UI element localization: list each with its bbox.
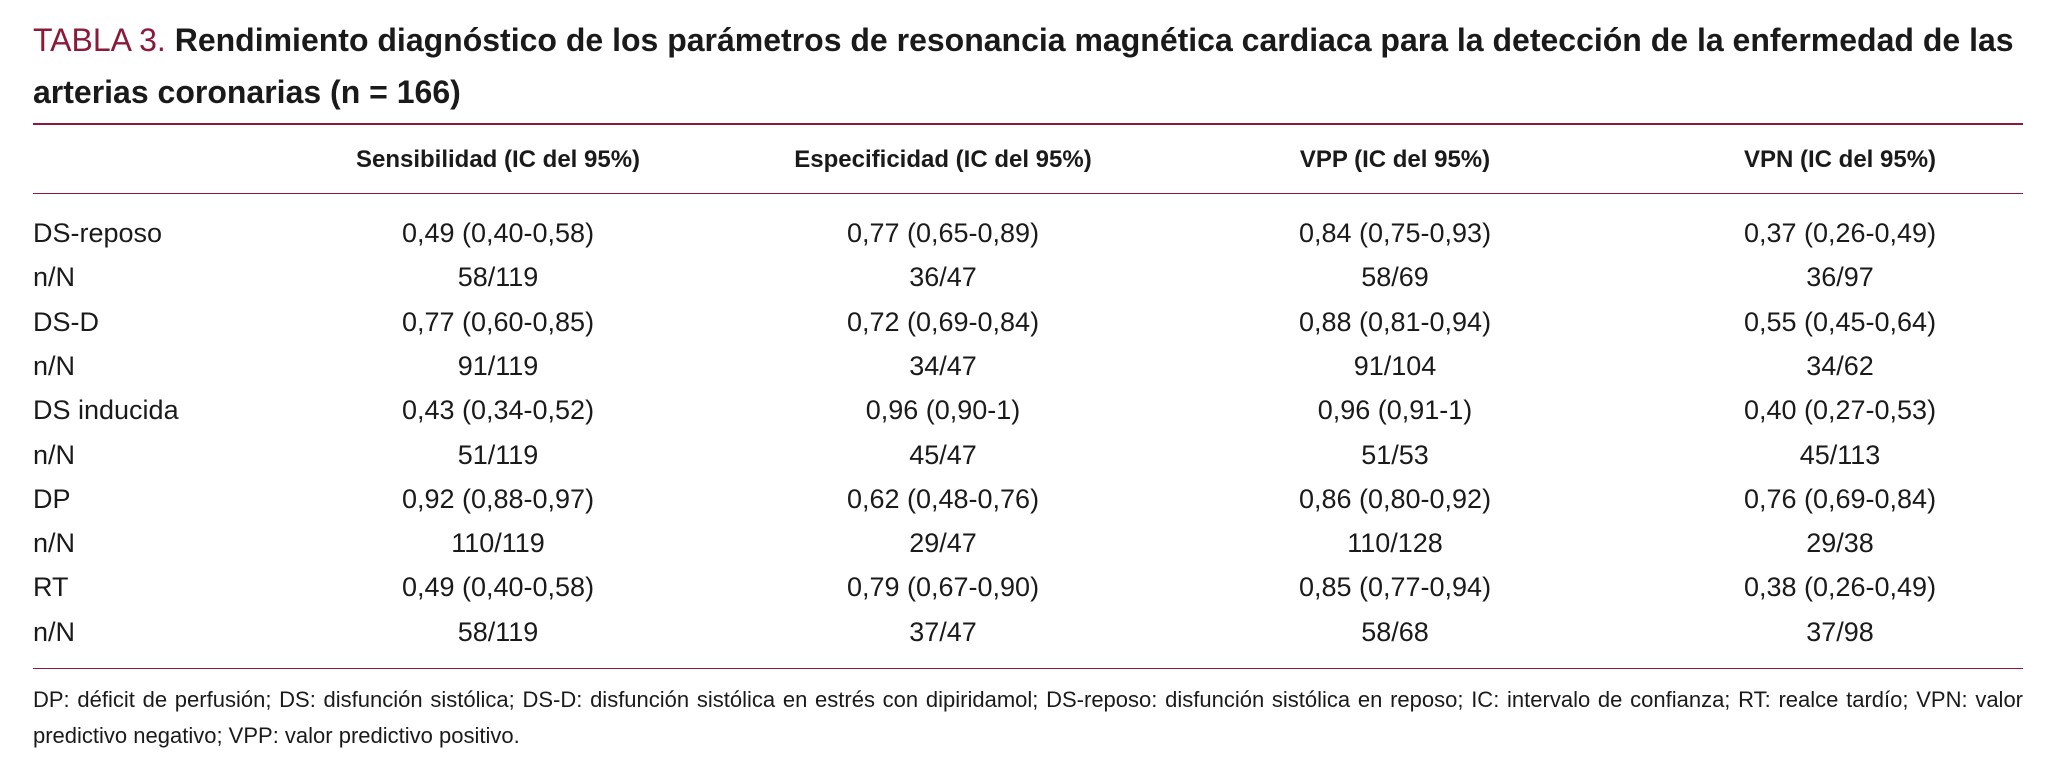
table-cell: 110/128 bbox=[1347, 528, 1443, 559]
table-cell: 58/69 bbox=[1361, 262, 1429, 293]
title-label: TABLA 3. bbox=[33, 22, 166, 58]
table-cell: 58/119 bbox=[457, 262, 539, 293]
table-cell: 110/119 bbox=[451, 528, 545, 559]
table-cell: 51/53 bbox=[1361, 439, 1429, 470]
table-cell: 0,77 (0,60-0,85) bbox=[401, 306, 595, 337]
table-cell: 0,88 (0,81-0,94) bbox=[1298, 306, 1492, 337]
table-cell: 0,86 (0,80-0,92) bbox=[1298, 483, 1492, 514]
table-cell: 34/47 bbox=[909, 350, 977, 381]
row-label: DS-reposo bbox=[33, 218, 163, 248]
table-cell: 91/119 bbox=[457, 350, 539, 381]
footnote: DP: déficit de perfusión; DS: disfunción… bbox=[33, 687, 2023, 748]
column-header: VPP (IC del 95%) bbox=[1299, 146, 1491, 173]
table-cell: 0,77 (0,65-0,89) bbox=[846, 218, 1040, 248]
table-cell: 36/47 bbox=[909, 262, 977, 293]
table-cell: 0,62 (0,48-0,76) bbox=[846, 483, 1040, 514]
column-header: Sensibilidad (IC del 95%) bbox=[355, 146, 641, 173]
rule bbox=[33, 123, 2023, 125]
table-cell: 29/38 bbox=[1806, 528, 1874, 559]
table-cell: 0,96 (0,91-1) bbox=[1317, 395, 1473, 426]
table-cell: 36/97 bbox=[1806, 262, 1874, 293]
table-cell: 0,49 (0,40-0,58) bbox=[401, 218, 595, 248]
table-cell: 29/47 bbox=[909, 528, 977, 559]
row-label: DS inducida bbox=[33, 395, 179, 426]
table-cell: 58/68 bbox=[1361, 616, 1429, 647]
row-label: RT bbox=[33, 572, 69, 603]
table-cell: 51/119 bbox=[457, 439, 539, 470]
title-text: Rendimiento diagnóstico de los parámetro… bbox=[33, 22, 2014, 110]
table-cell: 37/98 bbox=[1806, 616, 1874, 647]
table-cell: 0,43 (0,34-0,52) bbox=[401, 395, 595, 426]
table-cell: 58/119 bbox=[457, 616, 539, 647]
table-cell: 0,40 (0,27-0,53) bbox=[1743, 395, 1937, 426]
rule bbox=[33, 193, 2023, 194]
table-cell: 45/47 bbox=[909, 439, 977, 470]
table-cell: 0,55 (0,45-0,64) bbox=[1743, 306, 1937, 337]
table-cell: 0,84 (0,75-0,93) bbox=[1298, 218, 1492, 248]
table-cell: 0,96 (0,90-1) bbox=[865, 395, 1021, 426]
row-label: DP bbox=[33, 483, 71, 514]
row-label: n/N bbox=[33, 528, 76, 559]
table-cell: 0,49 (0,40-0,58) bbox=[401, 572, 595, 603]
row-label: n/N bbox=[33, 616, 76, 647]
row-label: n/N bbox=[33, 350, 76, 381]
table-cell: 34/62 bbox=[1806, 350, 1874, 381]
row-label: n/N bbox=[33, 262, 76, 293]
table-cell: 0,37 (0,26-0,49) bbox=[1743, 218, 1937, 248]
table-cell: 45/113 bbox=[1799, 439, 1881, 470]
table-cell: 0,92 (0,88-0,97) bbox=[401, 483, 595, 514]
row-label: DS-D bbox=[33, 306, 99, 337]
table-cell: 0,85 (0,77-0,94) bbox=[1298, 572, 1492, 603]
table-cell: 37/47 bbox=[909, 616, 977, 647]
row-label: n/N bbox=[33, 439, 76, 470]
table-cell: 0,76 (0,69-0,84) bbox=[1743, 483, 1937, 514]
column-header: Especificidad (IC del 95%) bbox=[794, 146, 1092, 173]
column-header: VPN (IC del 95%) bbox=[1743, 146, 1937, 173]
table-cell: 0,72 (0,69-0,84) bbox=[846, 306, 1040, 337]
table-cell: 91/104 bbox=[1353, 350, 1437, 381]
title: TABLA 3. Rendimiento diagnóstico de los … bbox=[33, 14, 2023, 118]
table-cell: 0,79 (0,67-0,90) bbox=[846, 572, 1040, 603]
table-cell: 0,38 (0,26-0,49) bbox=[1743, 572, 1937, 603]
rule bbox=[33, 668, 2023, 669]
